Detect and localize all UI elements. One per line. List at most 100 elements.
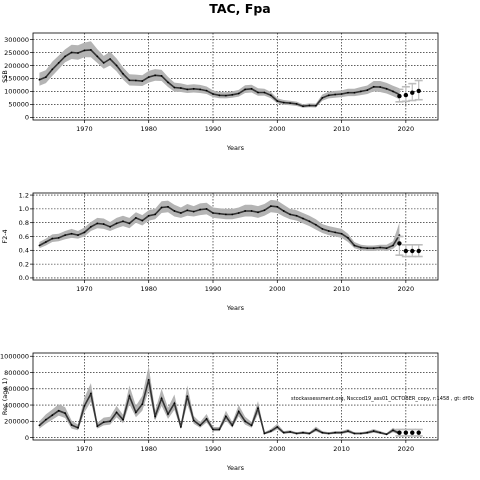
x-tick-label: 1980 [140,125,157,133]
estimate-point [347,91,349,94]
estimate-point [96,222,99,225]
x-tick-label: 2020 [398,445,415,453]
estimate-point [179,87,182,89]
estimate-point [147,378,150,381]
estimate-point [109,58,112,60]
estimate-point [179,212,182,214]
estimate-point [308,432,311,435]
estimate-point [83,49,86,52]
estimate-point [385,247,388,250]
estimate-point [359,90,362,93]
estimate-point [314,223,317,226]
estimate-point [244,88,247,91]
y-axis-label: F2-4 [1,229,9,243]
estimate-point [128,222,131,225]
x-tick-label: 2000 [269,445,286,453]
estimate-point [192,210,195,213]
y-tick-label: 0.8 [19,219,29,227]
estimate-point [359,246,362,249]
estimate-point [353,432,356,435]
estimate-point [167,81,169,84]
estimate-point [340,232,343,235]
estimate-point [385,433,388,436]
y-tick-label: 0 [25,114,29,122]
forecast-point [403,430,409,435]
x-tick-label: 1980 [140,445,157,453]
x-tick-label: 1980 [140,285,157,293]
estimate-point [314,428,317,431]
estimate-point [173,402,176,405]
panel-ssb: 1970 1980 1990 2000 2010 2020 0 50000 100000 1500… [1,32,439,152]
estimate-point [199,424,202,427]
estimate-point [70,232,73,235]
panel-recruitment: 1970 1980 1990 2000 2010 2020 0 200000 400000 600… [0,352,439,472]
x-tick-label: 2010 [333,445,350,453]
y-tick-label: 0.0 [19,274,29,282]
estimate-point [147,214,150,217]
estimate-point [192,87,195,90]
plot-frame-recruitment [32,352,439,441]
estimate-point [44,418,47,421]
forecast-point [410,430,415,435]
estimate-point [205,207,208,210]
estimate-point [366,431,369,434]
estimate-point [398,234,401,237]
estimate-point [44,76,47,79]
estimate-point [327,94,330,97]
estimate-point [122,220,124,223]
estimate-point [250,424,253,427]
estimate-point [359,432,362,435]
estimate-point [186,209,189,212]
estimate-point [83,404,86,407]
estimate-point [327,432,330,435]
estimate-point [244,420,247,423]
estimate-point [192,419,195,422]
estimate-point [38,244,41,247]
estimate-point [57,236,60,239]
estimate-point [295,214,298,217]
forecast-point [397,241,402,246]
y-tick-label: 50000 [8,101,29,109]
estimate-point [237,410,240,413]
estimate-point [141,403,144,406]
x-tick-label: 1990 [205,285,222,293]
estimate-point [257,211,259,214]
estimate-point [392,244,394,247]
estimate-point [199,208,202,211]
estimate-point [269,205,272,208]
estimate-point [302,217,304,220]
estimate-point [57,409,60,412]
forecast-point [410,90,415,95]
estimate-point [115,222,118,225]
forecast-point [397,430,402,435]
y-tick-label: 0.2 [19,260,29,268]
estimate-point [64,234,67,237]
confidence-band-recruitment [39,366,400,436]
estimate-point [340,431,343,434]
estimate-point [57,61,60,64]
estimate-point [51,414,54,417]
y-tick-label: 0.6 [19,233,29,241]
estimate-point [64,55,67,58]
x-tick-label: 2000 [269,285,286,293]
x-tick-label: 1990 [205,125,222,133]
estimate-point [237,92,240,95]
estimate-point [340,93,343,95]
estimate-point [257,91,259,94]
estimate-point [134,411,137,414]
forecast-point [397,93,402,99]
estimate-point [218,428,221,431]
forecast-point [416,430,421,435]
estimate-point [154,213,157,216]
estimate-point [141,80,144,82]
estimate-point [379,431,382,434]
estimate-point [154,415,157,418]
estimate-point [231,213,234,216]
x-tick-label: 2000 [269,125,286,133]
estimate-point [353,91,356,94]
estimate-point [77,52,79,54]
estimate-point [321,97,324,99]
estimate-point [302,105,304,108]
estimate-point [147,76,150,79]
estimate-point [134,216,137,219]
